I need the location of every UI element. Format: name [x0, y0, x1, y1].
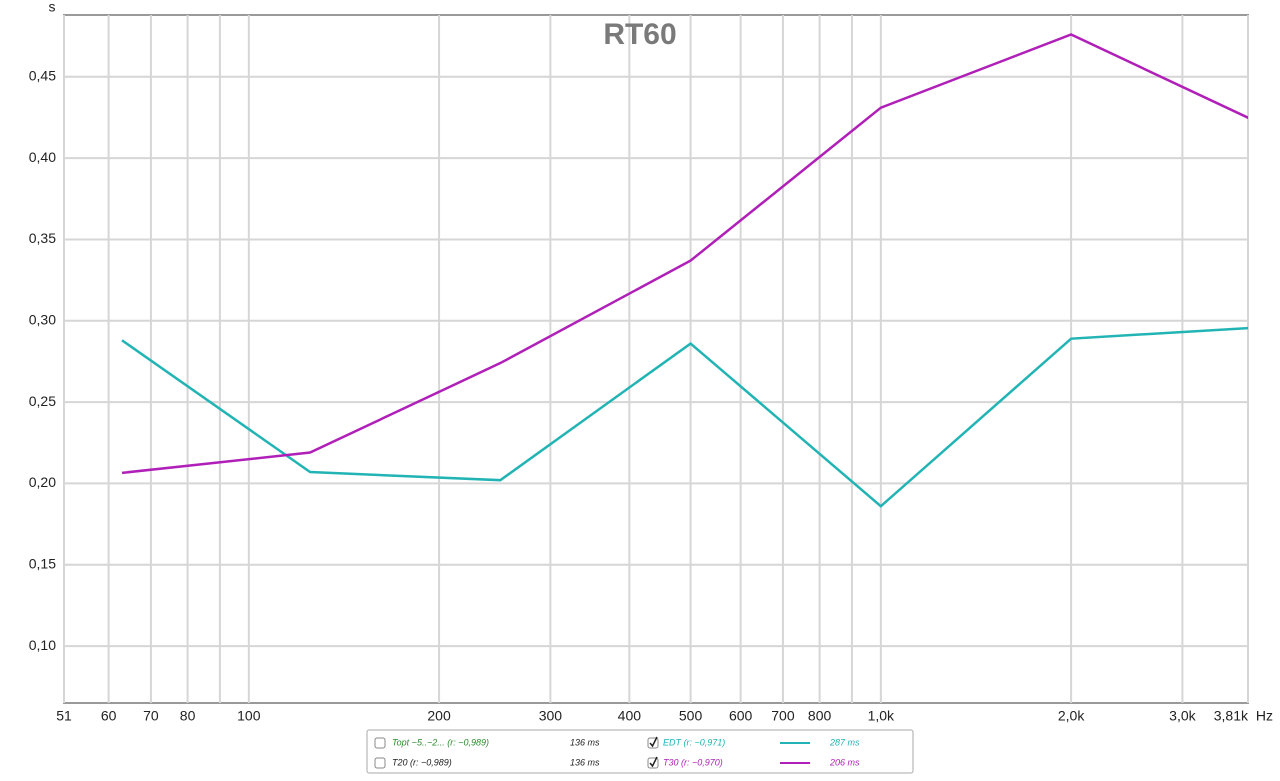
x-tick-label: 3,0k — [1169, 708, 1196, 724]
x-tick-label: 80 — [180, 708, 196, 724]
y-tick-label: 0,35 — [29, 230, 56, 246]
legend-value: 136 ms — [570, 737, 600, 747]
x-tick-label: 3,81k — [1214, 708, 1249, 724]
legend-label: Topt −5..−2... (r: −0,989) — [392, 737, 489, 747]
legend-checkbox[interactable] — [374, 757, 386, 769]
x-tick-label: 51 — [56, 708, 72, 724]
legend-checkbox[interactable] — [374, 737, 386, 749]
x-tick-label: 1,0k — [868, 708, 895, 724]
legend-label: T20 (r: −0,989) — [392, 757, 452, 767]
x-tick-label: 800 — [808, 708, 832, 724]
legend-value: 136 ms — [570, 757, 600, 767]
y-tick-label: 0,40 — [29, 149, 56, 165]
data-line — [121, 33, 1248, 475]
legend-value: 287 ms — [829, 737, 860, 747]
y-axis-label: s — [49, 0, 56, 15]
x-tick-label: 2,0k — [1058, 708, 1085, 724]
plot-area — [63, 14, 1249, 704]
x-tick-label: 70 — [143, 708, 159, 724]
check-mark — [649, 736, 658, 748]
legend-label: T30 (r: −0,970) — [663, 757, 723, 767]
legend-label: EDT (r: −0,971) — [663, 737, 725, 747]
x-tick-label: 200 — [427, 708, 451, 724]
legend — [366, 729, 914, 774]
legend-value: 206 ms — [829, 757, 860, 767]
check-mark — [649, 756, 658, 768]
x-axis-label: Hz — [1256, 708, 1273, 724]
data-line — [121, 326, 1248, 508]
x-tick-label: 400 — [618, 708, 642, 724]
y-tick-label: 0,45 — [29, 68, 56, 84]
x-tick-label: 600 — [729, 708, 753, 724]
y-tick-label: 0,25 — [29, 393, 56, 409]
x-tick-label: 500 — [679, 708, 703, 724]
y-tick-label: 0,30 — [29, 311, 56, 327]
y-tick-label: 0,10 — [29, 637, 56, 653]
y-tick-label: 0,20 — [29, 474, 56, 490]
x-tick-label: 300 — [539, 708, 563, 724]
chart-title: RT60 — [603, 18, 676, 51]
x-tick-label: 700 — [771, 708, 795, 724]
x-tick-label: 100 — [237, 708, 261, 724]
y-tick-label: 0,15 — [29, 555, 56, 571]
x-tick-label: 60 — [101, 708, 117, 724]
